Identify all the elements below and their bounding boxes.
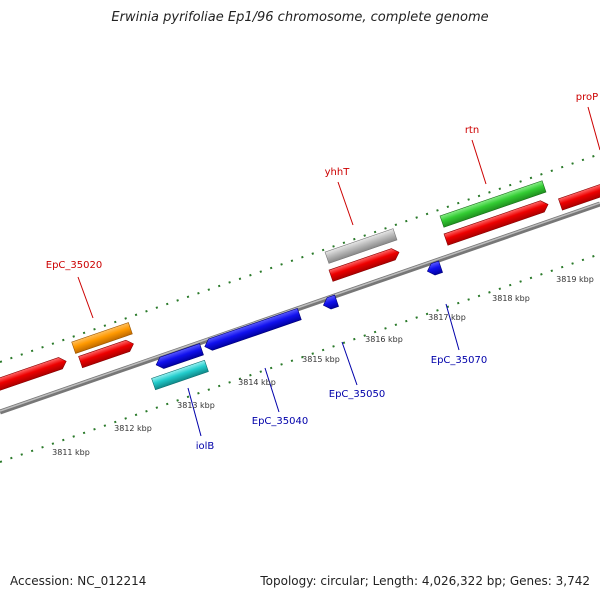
leader-EpC-35050: [341, 341, 358, 386]
gene-forward-yhhT[interactable]: [328, 247, 401, 282]
accession-label: Accession: NC_012214: [10, 574, 147, 588]
gene-label-proP[interactable]: proP: [576, 92, 598, 103]
gene-label-EpC-35020[interactable]: EpC_35020: [46, 260, 102, 271]
gene-forward-ep35020[interactable]: [78, 338, 136, 369]
tick-label-3811: 3811 kbp: [52, 448, 90, 457]
gene-reverse-1[interactable]: [154, 343, 204, 371]
gene-label-EpC-35070[interactable]: EpC_35070: [431, 355, 487, 366]
tick-label-3816: 3816 kbp: [365, 335, 403, 344]
gene-EpC-35050[interactable]: [321, 294, 339, 311]
tick-label-3813: 3813 kbp: [177, 401, 215, 410]
gene-yhhT-gray[interactable]: [324, 228, 398, 264]
reverse-tick-track: [0, 253, 600, 463]
gene-label-iolB[interactable]: iolB: [196, 441, 215, 452]
leader-iolB: [187, 387, 202, 437]
chromosome-backbone: [0, 201, 600, 415]
tick-label-3817: 3817 kbp: [428, 313, 466, 322]
leader-proP: [587, 106, 600, 151]
leader-EpC-35040: [264, 367, 280, 413]
gene-rtn-green[interactable]: [439, 180, 547, 228]
gene-EpC-35040[interactable]: [203, 307, 302, 352]
leader-ep35020: [77, 276, 94, 319]
gene-label-EpC-35040[interactable]: EpC_35040: [252, 416, 308, 427]
tick-label-3815: 3815 kbp: [302, 355, 340, 364]
gene-forward-proP[interactable]: [558, 180, 600, 211]
chromosome-backbone-highlight: [0, 202, 600, 412]
gene-label-yhhT[interactable]: yhhT: [325, 167, 351, 178]
leader-yhhT: [337, 181, 354, 226]
gene-forward-1[interactable]: [0, 356, 68, 394]
gene-forward-rtn[interactable]: [443, 199, 550, 246]
gene-label-rtn[interactable]: rtn: [465, 125, 479, 136]
tick-label-3812: 3812 kbp: [114, 424, 152, 433]
gene-iolB-cyan[interactable]: [151, 359, 209, 391]
gene-label-EpC-35050[interactable]: EpC_35050: [329, 389, 385, 400]
topology-summary: Topology: circular; Length: 4,026,322 bp…: [260, 574, 590, 588]
forward-tick-track: [0, 153, 600, 363]
tick-label-3818: 3818 kbp: [492, 294, 530, 303]
tick-label-3819: 3819 kbp: [556, 275, 594, 284]
leader-rtn: [471, 139, 487, 185]
map-title: Erwinia pyrifoliae Ep1/96 chromosome, co…: [111, 10, 489, 25]
gene-EpC-35070[interactable]: [425, 260, 443, 277]
leader-EpC-35070: [445, 303, 460, 351]
tick-label-3814: 3814 kbp: [238, 378, 276, 387]
gene-ep35020-orange[interactable]: [71, 322, 133, 354]
